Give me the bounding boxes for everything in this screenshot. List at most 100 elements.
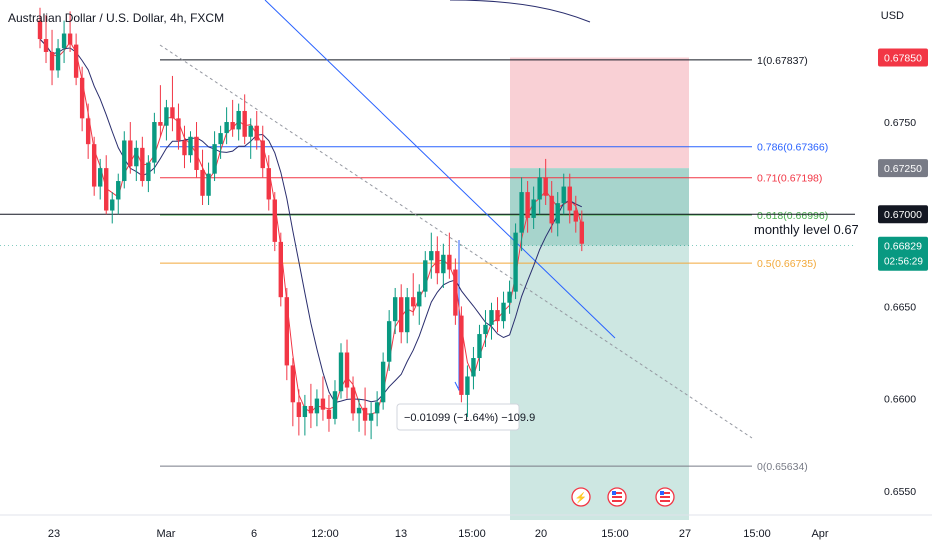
- candle: [573, 195, 578, 233]
- candle-body: [79, 77, 85, 119]
- candle: [43, 15, 49, 64]
- candle-body: [386, 321, 392, 362]
- candle: [98, 158, 103, 200]
- candle-body: [158, 122, 163, 126]
- price-tag-label: 0.67250: [884, 163, 922, 175]
- time-tick: 12:00: [311, 528, 339, 540]
- candle: [116, 173, 121, 215]
- candle-body: [188, 136, 193, 156]
- candle-body: [140, 147, 145, 182]
- candle-body: [429, 251, 434, 261]
- candle: [429, 232, 434, 279]
- us-flag-event-icon: [607, 487, 627, 507]
- price-tag-bg: [878, 236, 928, 271]
- price-axis: 0.65500.66000.66500.66750.67000.67250.67…: [858, 0, 932, 550]
- candle: [507, 280, 512, 314]
- candle: [110, 192, 115, 224]
- candle-body: [91, 144, 97, 187]
- candle: [525, 181, 530, 233]
- candle-body: [61, 33, 67, 49]
- candle: [362, 387, 368, 436]
- candle: [272, 192, 277, 252]
- candle: [85, 103, 91, 159]
- price-tag-timer: 02:56:29: [884, 257, 923, 268]
- candle: [567, 173, 572, 224]
- candle: [405, 287, 410, 344]
- candle-body: [567, 186, 572, 211]
- candle: [471, 346, 476, 390]
- candle-body: [489, 310, 494, 325]
- candle-body: [110, 199, 115, 211]
- price-tag-bg: [878, 48, 928, 67]
- price-tag-label: 0.67000: [884, 209, 922, 221]
- monthly-level-label: monthly level 0.67000: [754, 222, 880, 237]
- candle-body: [344, 352, 350, 388]
- candle-body: [543, 177, 548, 196]
- candle-body: [374, 402, 380, 414]
- event-glyph: ⚡: [575, 491, 587, 504]
- candle-body: [356, 407, 362, 414]
- time-tick: Apr: [811, 528, 828, 540]
- candle-body: [278, 241, 283, 298]
- candle: [441, 243, 446, 288]
- candle-body: [447, 254, 452, 270]
- candle-body: [55, 48, 61, 71]
- candle: [320, 376, 326, 421]
- candle-body: [495, 310, 500, 322]
- price-tag: 0.67850: [878, 48, 928, 67]
- candle: [182, 125, 187, 169]
- candle-body: [296, 402, 302, 418]
- candle: [128, 122, 133, 174]
- candle: [386, 310, 392, 371]
- candle: [531, 186, 536, 229]
- candle: [104, 155, 109, 215]
- currency-label: USD: [880, 10, 904, 22]
- candle: [326, 394, 332, 432]
- flag-stripe: [660, 492, 670, 494]
- downtrend-line: [264, 0, 616, 339]
- time-tick: 15:00: [458, 528, 486, 540]
- price-tick: 0.6750: [884, 117, 916, 129]
- candle-body: [146, 162, 151, 182]
- candle-body: [519, 192, 524, 233]
- price-tick: 0.6650: [884, 301, 916, 313]
- candle: [380, 352, 386, 410]
- candle: [158, 85, 163, 137]
- candle: [49, 29, 55, 86]
- candle: [67, 11, 73, 52]
- candle-body: [260, 140, 265, 169]
- measure-box: [396, 403, 520, 431]
- flag-stripe: [612, 500, 622, 502]
- fib-label-0-618: 0.618(0.66996): [757, 210, 828, 222]
- candle: [356, 398, 362, 432]
- candle: [212, 131, 217, 182]
- candle: [230, 99, 235, 137]
- candle: [344, 339, 350, 399]
- candle: [350, 376, 356, 421]
- candle-body: [423, 260, 428, 292]
- candle: [266, 155, 271, 211]
- time-tick: 13: [395, 528, 407, 540]
- candle-body: [272, 199, 277, 242]
- candle: [314, 389, 320, 427]
- price-tag-bg: [878, 205, 928, 224]
- candle: [296, 389, 302, 436]
- price-tag-bg: [878, 159, 928, 178]
- candle: [549, 181, 554, 233]
- candle-body: [501, 302, 506, 322]
- candle-body: [483, 324, 488, 335]
- candle-body: [236, 110, 241, 130]
- candle-body: [531, 199, 536, 218]
- candle-body: [194, 136, 199, 170]
- flag-stripe: [660, 496, 670, 498]
- candle-body: [380, 361, 386, 403]
- fib-label-1: 1(0.67837): [757, 55, 808, 67]
- candle: [218, 125, 223, 159]
- candle: [284, 287, 290, 381]
- candle-body: [218, 133, 223, 145]
- candle: [447, 232, 452, 279]
- candle-body: [73, 44, 79, 78]
- candle-body: [230, 122, 235, 130]
- candle: [206, 162, 211, 205]
